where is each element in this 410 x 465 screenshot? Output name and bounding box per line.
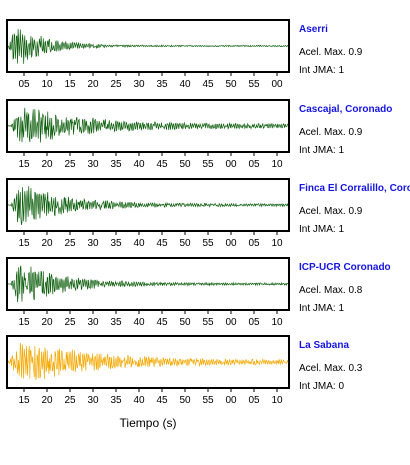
jma-intensity: Int JMA: 1: [299, 224, 344, 235]
x-tick-label: 20: [87, 79, 99, 90]
jma-intensity: Int JMA: 1: [299, 65, 344, 76]
x-tick-label: 35: [110, 317, 122, 328]
x-tick-label: 45: [156, 317, 168, 328]
x-tick-label: 00: [271, 79, 283, 90]
x-tick-label: 10: [41, 79, 53, 90]
x-tick-label: 35: [110, 159, 122, 170]
x-tick-label: 55: [248, 79, 260, 90]
peak-acceleration: Acel. Max. 0.9: [299, 47, 363, 58]
x-tick-label: 50: [225, 79, 237, 90]
waveform-trace: [7, 342, 289, 380]
x-tick-label: 50: [179, 159, 191, 170]
x-tick-label: 30: [87, 238, 99, 249]
x-tick-label: 10: [271, 159, 283, 170]
x-tick-label: 05: [18, 79, 30, 90]
x-axis-label: Tiempo (s): [120, 416, 177, 430]
station-name: Aserri: [299, 24, 328, 35]
peak-acceleration: Acel. Max. 0.9: [299, 127, 363, 138]
x-tick-label: 50: [179, 317, 191, 328]
seismogram-panel: 15 20 25 30 35 40 45 50 55 00 05 10 Cascajal, Corona…: [6, 99, 392, 170]
waveform-trace: [7, 107, 289, 143]
station-name: ICP-UCR Coronado: [299, 262, 391, 273]
peak-acceleration: Acel. Max. 0.8: [299, 285, 363, 296]
x-tick-label: 25: [64, 159, 76, 170]
x-tick-label: 00: [225, 238, 237, 249]
x-tick-label: 30: [87, 159, 99, 170]
seismogram-panel: 15 20 25 30 35 40 45 50 55 00 05 10 Finca El Corrali…: [6, 178, 410, 249]
x-tick-label: 30: [87, 317, 99, 328]
x-tick-label: 40: [133, 238, 145, 249]
x-tick-label: 55: [202, 238, 214, 249]
x-tick-label: 25: [64, 395, 76, 406]
x-tick-label: 15: [64, 79, 76, 90]
x-tick-label: 55: [202, 395, 214, 406]
x-tick-label: 20: [41, 317, 53, 328]
x-tick-label: 00: [225, 395, 237, 406]
x-tick-label: 40: [133, 395, 145, 406]
x-tick-label: 00: [225, 317, 237, 328]
seismogram-panel: 05 10 15 20 25 30 35 40 45 50 55 00 Aserri Acel. Max.…: [6, 19, 363, 90]
x-tick-label: 30: [133, 79, 145, 90]
x-tick-label: 35: [110, 238, 122, 249]
x-tick-label: 45: [156, 395, 168, 406]
x-tick-label: 55: [202, 317, 214, 328]
x-tick-label: 25: [64, 317, 76, 328]
x-tick-label: 20: [41, 238, 53, 249]
x-tick-label: 10: [271, 238, 283, 249]
jma-intensity: Int JMA: 1: [299, 303, 344, 314]
x-tick-label: 50: [179, 238, 191, 249]
x-tick-label: 15: [18, 159, 30, 170]
station-name: La Sabana: [299, 340, 349, 351]
x-tick-label: 45: [156, 159, 168, 170]
x-tick-label: 55: [202, 159, 214, 170]
peak-acceleration: Acel. Max. 0.3: [299, 363, 363, 374]
waveform-trace: [7, 186, 289, 225]
peak-acceleration: Acel. Max. 0.9: [299, 206, 363, 217]
seismogram-panel: 15 20 25 30 35 40 45 50 55 00 05 10 La Sabana Acel. M…: [6, 335, 363, 406]
x-tick-label: 35: [156, 79, 168, 90]
x-tick-label: 40: [133, 317, 145, 328]
x-tick-label: 25: [64, 238, 76, 249]
jma-intensity: Int JMA: 0: [299, 381, 344, 392]
x-tick-label: 15: [18, 395, 30, 406]
waveform-trace: [7, 265, 289, 303]
x-tick-label: 05: [248, 238, 260, 249]
station-name: Finca El Corralillo, Coronado: [299, 183, 410, 194]
seismogram-panel: 15 20 25 30 35 40 45 50 55 00 05 10 ICP-UCR Coronado…: [6, 257, 391, 328]
x-tick-label: 25: [110, 79, 122, 90]
x-tick-label: 40: [179, 79, 191, 90]
x-tick-label: 05: [248, 317, 260, 328]
x-tick-label: 00: [225, 159, 237, 170]
x-tick-label: 30: [87, 395, 99, 406]
x-tick-label: 50: [179, 395, 191, 406]
x-tick-label: 15: [18, 317, 30, 328]
x-tick-label: 20: [41, 395, 53, 406]
x-tick-label: 10: [271, 395, 283, 406]
station-name: Cascajal, Coronado: [299, 104, 392, 115]
x-tick-label: 40: [133, 159, 145, 170]
x-tick-label: 15: [18, 238, 30, 249]
x-tick-label: 05: [248, 395, 260, 406]
x-tick-label: 45: [156, 238, 168, 249]
x-tick-label: 35: [110, 395, 122, 406]
waveform-trace: [7, 29, 289, 64]
x-tick-label: 20: [41, 159, 53, 170]
jma-intensity: Int JMA: 1: [299, 145, 344, 156]
x-tick-label: 10: [271, 317, 283, 328]
x-tick-label: 45: [202, 79, 214, 90]
x-tick-label: 05: [248, 159, 260, 170]
